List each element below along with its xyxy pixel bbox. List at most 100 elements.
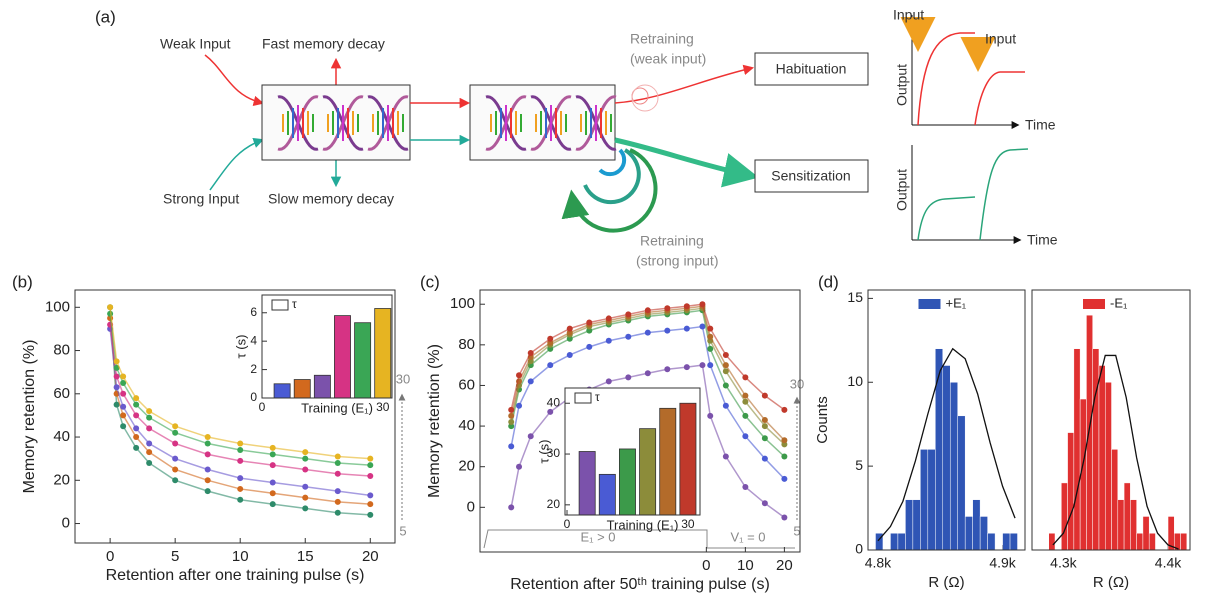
data-point bbox=[334, 459, 341, 466]
data-point bbox=[146, 408, 153, 415]
data-point bbox=[204, 440, 211, 447]
plot-frame bbox=[74, 289, 396, 544]
y-tick-label: 0 bbox=[855, 541, 863, 557]
plot-frame bbox=[261, 294, 393, 399]
data-point bbox=[742, 392, 749, 399]
y-tick-label: 0 bbox=[62, 515, 70, 532]
y-axis-label: τ (s) bbox=[233, 335, 248, 359]
histogram-bar bbox=[1002, 532, 1011, 551]
histogram-bar bbox=[987, 532, 996, 551]
data-point bbox=[707, 345, 714, 352]
data-point bbox=[683, 303, 690, 310]
y-tick-label: 20 bbox=[458, 458, 475, 475]
histogram-bar bbox=[1098, 365, 1106, 551]
series-line bbox=[109, 328, 371, 497]
data-point bbox=[527, 349, 534, 356]
histogram-bar bbox=[912, 499, 921, 551]
data-point bbox=[269, 501, 276, 508]
habituation-label: Habituation bbox=[776, 61, 847, 77]
retraining-strong-label: Retraining bbox=[640, 233, 704, 249]
retrain-loop bbox=[583, 148, 641, 205]
response-curve bbox=[979, 148, 1029, 241]
bar bbox=[659, 407, 677, 516]
x-tick-label: 30 bbox=[376, 400, 390, 414]
data-point bbox=[146, 414, 153, 421]
bar bbox=[313, 374, 331, 399]
data-point bbox=[707, 412, 714, 419]
x-axis-label: R (Ω) bbox=[928, 574, 964, 591]
y-tick-label: 6 bbox=[250, 305, 257, 319]
x-axis-label: Retention after 50ᵗʰ training pulse (s) bbox=[510, 576, 770, 593]
y-tick-label: 40 bbox=[53, 428, 70, 445]
data-point bbox=[781, 437, 788, 444]
y-tick-label: 20 bbox=[547, 497, 561, 511]
y-tick-label: 30 bbox=[547, 446, 561, 460]
histogram-bar bbox=[1130, 499, 1137, 551]
data-point bbox=[269, 490, 276, 497]
y-axis-label: Counts bbox=[814, 396, 831, 444]
data-point bbox=[204, 477, 211, 484]
x-axis-label: R (Ω) bbox=[1093, 574, 1129, 591]
data-point bbox=[761, 455, 768, 462]
data-point bbox=[644, 370, 651, 377]
dna-icons bbox=[277, 95, 617, 151]
data-point bbox=[120, 412, 127, 419]
legend-label: -E₁ bbox=[1110, 295, 1128, 310]
sensitization-arrow bbox=[614, 137, 759, 188]
histogram-bar bbox=[1142, 516, 1150, 551]
data-point bbox=[367, 511, 374, 518]
data-point bbox=[367, 501, 374, 508]
sensitization-label: Sensitization bbox=[771, 168, 850, 184]
y-axis-label: Memory retention (%) bbox=[21, 340, 38, 494]
data-point bbox=[204, 451, 211, 458]
data-point bbox=[742, 412, 749, 419]
data-point bbox=[605, 378, 612, 385]
data-point bbox=[516, 463, 523, 470]
memory-box bbox=[261, 84, 411, 161]
data-point bbox=[172, 429, 179, 436]
annotation: 30 bbox=[396, 371, 410, 386]
response-curve bbox=[917, 196, 976, 241]
data-point bbox=[133, 434, 140, 441]
y-tick-label: 20 bbox=[53, 471, 70, 488]
data-point bbox=[133, 444, 140, 451]
data-point bbox=[113, 373, 120, 380]
data-point bbox=[172, 455, 179, 462]
x-tick-label: 4.4k bbox=[1155, 555, 1182, 571]
data-point bbox=[204, 434, 211, 441]
bar bbox=[334, 315, 351, 399]
retrain-loop bbox=[631, 84, 659, 112]
data-point bbox=[742, 398, 749, 405]
retraining-weak-label: Retraining bbox=[630, 31, 694, 47]
data-point bbox=[302, 455, 309, 462]
input-label: Input bbox=[893, 7, 924, 23]
data-point bbox=[722, 368, 729, 375]
weak-input-label: Weak Input bbox=[160, 36, 231, 52]
legend-swatch bbox=[574, 392, 592, 404]
data-point bbox=[133, 425, 140, 432]
bar bbox=[354, 322, 372, 399]
data-point bbox=[566, 351, 573, 358]
data-point bbox=[302, 505, 309, 512]
histogram-bar bbox=[972, 499, 981, 551]
data-point bbox=[761, 416, 768, 423]
data-point bbox=[334, 498, 341, 505]
pulse-trace bbox=[483, 529, 795, 549]
histogram-bar bbox=[1148, 532, 1156, 551]
x-tick-label: 20 bbox=[776, 557, 793, 574]
data-point bbox=[605, 315, 612, 322]
x-tick-label: 4.3k bbox=[1050, 555, 1077, 571]
habituation-arrow bbox=[614, 64, 755, 104]
data-point bbox=[508, 419, 515, 426]
data-point bbox=[781, 475, 788, 482]
data-point bbox=[644, 329, 651, 336]
data-point bbox=[302, 494, 309, 501]
data-point bbox=[742, 484, 749, 491]
plot-frame bbox=[1031, 289, 1191, 551]
data-point bbox=[742, 433, 749, 440]
fit-curve bbox=[877, 347, 1016, 542]
data-point bbox=[120, 379, 127, 386]
data-point bbox=[625, 374, 632, 381]
data-point bbox=[172, 440, 179, 447]
data-point bbox=[172, 477, 179, 484]
